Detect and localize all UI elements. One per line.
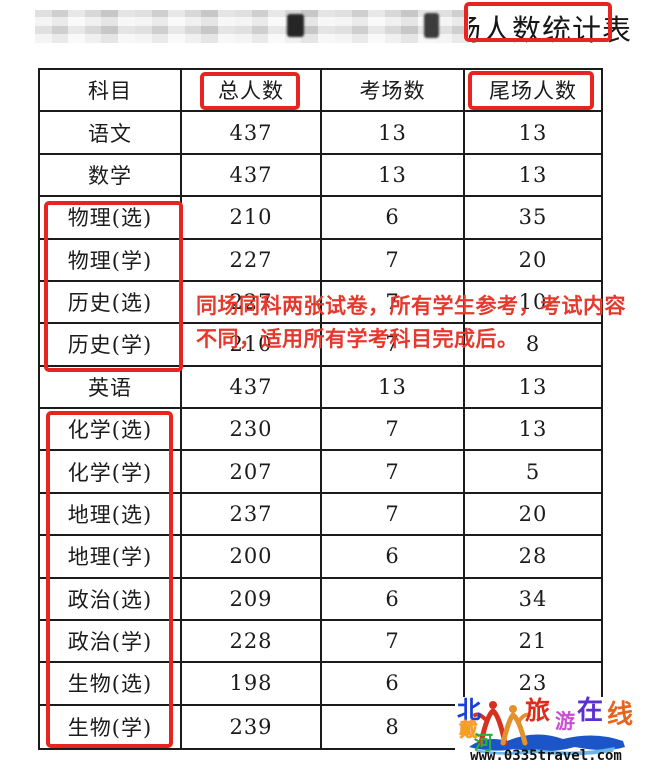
watermark-figures-and-wave-icon [469, 701, 625, 756]
cell-rooms: 7 [322, 451, 465, 494]
cell-total: 437 [182, 112, 322, 155]
cell-lastsession: 13 [465, 367, 601, 409]
cell-total: 437 [182, 366, 322, 409]
cell-total: 210 [182, 324, 322, 367]
cell-rooms: 6 [322, 578, 465, 621]
cell-subject: 政治(选) [40, 578, 182, 621]
cell-total: 227 [182, 239, 322, 282]
cell-total: 227 [182, 281, 322, 325]
cell-subject: 地理(选) [40, 493, 182, 537]
annotation-line-2: 不同，适用所有学考科目完成后。 [196, 328, 519, 351]
cell-rooms: 13 [322, 112, 465, 155]
stats-table-grid: 科目 总人数 考场数 尾场人数 语文 437 13 13 数学 437 13 13 物理(选) 210 6 3… [40, 70, 601, 748]
cell-rooms: 8 [322, 705, 465, 748]
cell-subject: 生物(选) [40, 663, 182, 706]
censored-dark-blob [424, 13, 439, 38]
highlight-box-lastsession-header [468, 71, 594, 110]
cell-subject: 数学 [40, 154, 182, 198]
watermark-char-dai: 戴 [459, 720, 479, 741]
cell-lastsession: 20 [465, 240, 601, 282]
cell-rooms: 7 [322, 239, 465, 282]
red-annotation: 同场同科两张试卷，所有学生参考，考试内容 不同，适用所有学考科目完成后。 [196, 290, 645, 356]
cell-total: 237 [182, 493, 322, 537]
cell-subject: 政治(学) [40, 620, 182, 664]
watermark-char-xian: 线 [607, 699, 634, 729]
cell-total: 210 [182, 197, 322, 240]
watermark-char-bei: 北 [457, 697, 481, 724]
cell-total: 209 [182, 578, 322, 621]
header-rooms: 考场数 [322, 70, 465, 113]
watermark-char-zai: 在 [577, 695, 604, 725]
cell-rooms: 7 [322, 409, 465, 452]
cell-rooms: 6 [322, 536, 465, 579]
cell-rooms: 7 [322, 281, 465, 325]
censored-dark-blob [287, 14, 304, 37]
cell-rooms: 7 [322, 493, 465, 537]
cell-rooms: 6 [322, 197, 465, 240]
stats-table: 科目 总人数 考场数 尾场人数 语文 437 13 13 数学 437 13 13 物理(选) 210 6 3… [38, 68, 603, 750]
cell-total: 437 [182, 154, 322, 198]
cell-total: 207 [182, 451, 322, 494]
watermark-char-he: 河 [474, 733, 494, 754]
highlight-box-title [464, 2, 612, 42]
cell-lastsession: 34 [465, 579, 601, 621]
watermark-char-lv: 旅 [525, 697, 551, 725]
cell-lastsession: 8 [465, 324, 601, 367]
cell-total: 198 [182, 663, 322, 706]
cell-lastsession: 21 [465, 621, 601, 664]
cell-rooms: 7 [322, 324, 465, 367]
cell-total: 228 [182, 620, 322, 664]
cell-subject: 地理(学) [40, 536, 182, 579]
cell-lastsession: 13 [465, 112, 601, 155]
censored-title-region [35, 10, 469, 43]
cell-total: 230 [182, 409, 322, 452]
cell-lastsession: 28 [465, 536, 601, 579]
cell-subject: 英语 [40, 366, 182, 409]
cell-total: 200 [182, 536, 322, 579]
cell-subject: 化学(学) [40, 451, 182, 494]
cell-rooms: 6 [322, 663, 465, 706]
cell-subject: 物理(学) [40, 239, 182, 282]
cell-subject: 历史(选) [40, 281, 182, 325]
highlight-box-total-header [200, 72, 300, 110]
highlight-box-elective-subjects [46, 411, 173, 748]
watermark-url: www.0335travel.com [470, 748, 622, 764]
cell-subject: 历史(学) [40, 324, 182, 367]
cell-rooms: 13 [322, 154, 465, 198]
cell-lastsession: 13 [465, 409, 601, 452]
cell-subject: 化学(选) [40, 409, 182, 452]
highlight-box-physics-history [44, 201, 183, 372]
cell-rooms: 7 [322, 620, 465, 664]
cell-lastsession: 5 [465, 451, 601, 494]
cell-total: 239 [182, 705, 322, 748]
header-lastsession: 尾场人数 [465, 70, 601, 113]
cell-rooms: 13 [322, 366, 465, 409]
cell-lastsession: 10 [465, 282, 601, 325]
watermark-logo: 北 戴 河 旅 游 在 线 www.0335travel.com [455, 697, 637, 767]
header-total: 总人数 [182, 70, 322, 113]
cell-lastsession: 35 [465, 197, 601, 240]
cell-lastsession: 13 [465, 155, 601, 198]
cell-lastsession: 20 [465, 494, 601, 537]
header-subject: 科目 [40, 70, 182, 113]
watermark-char-you: 游 [555, 711, 575, 733]
cell-subject: 语文 [40, 112, 182, 155]
cell-subject: 生物(学) [40, 705, 182, 748]
annotation-line-1: 同场同科两张试卷，所有学生参考，考试内容 [196, 295, 626, 318]
